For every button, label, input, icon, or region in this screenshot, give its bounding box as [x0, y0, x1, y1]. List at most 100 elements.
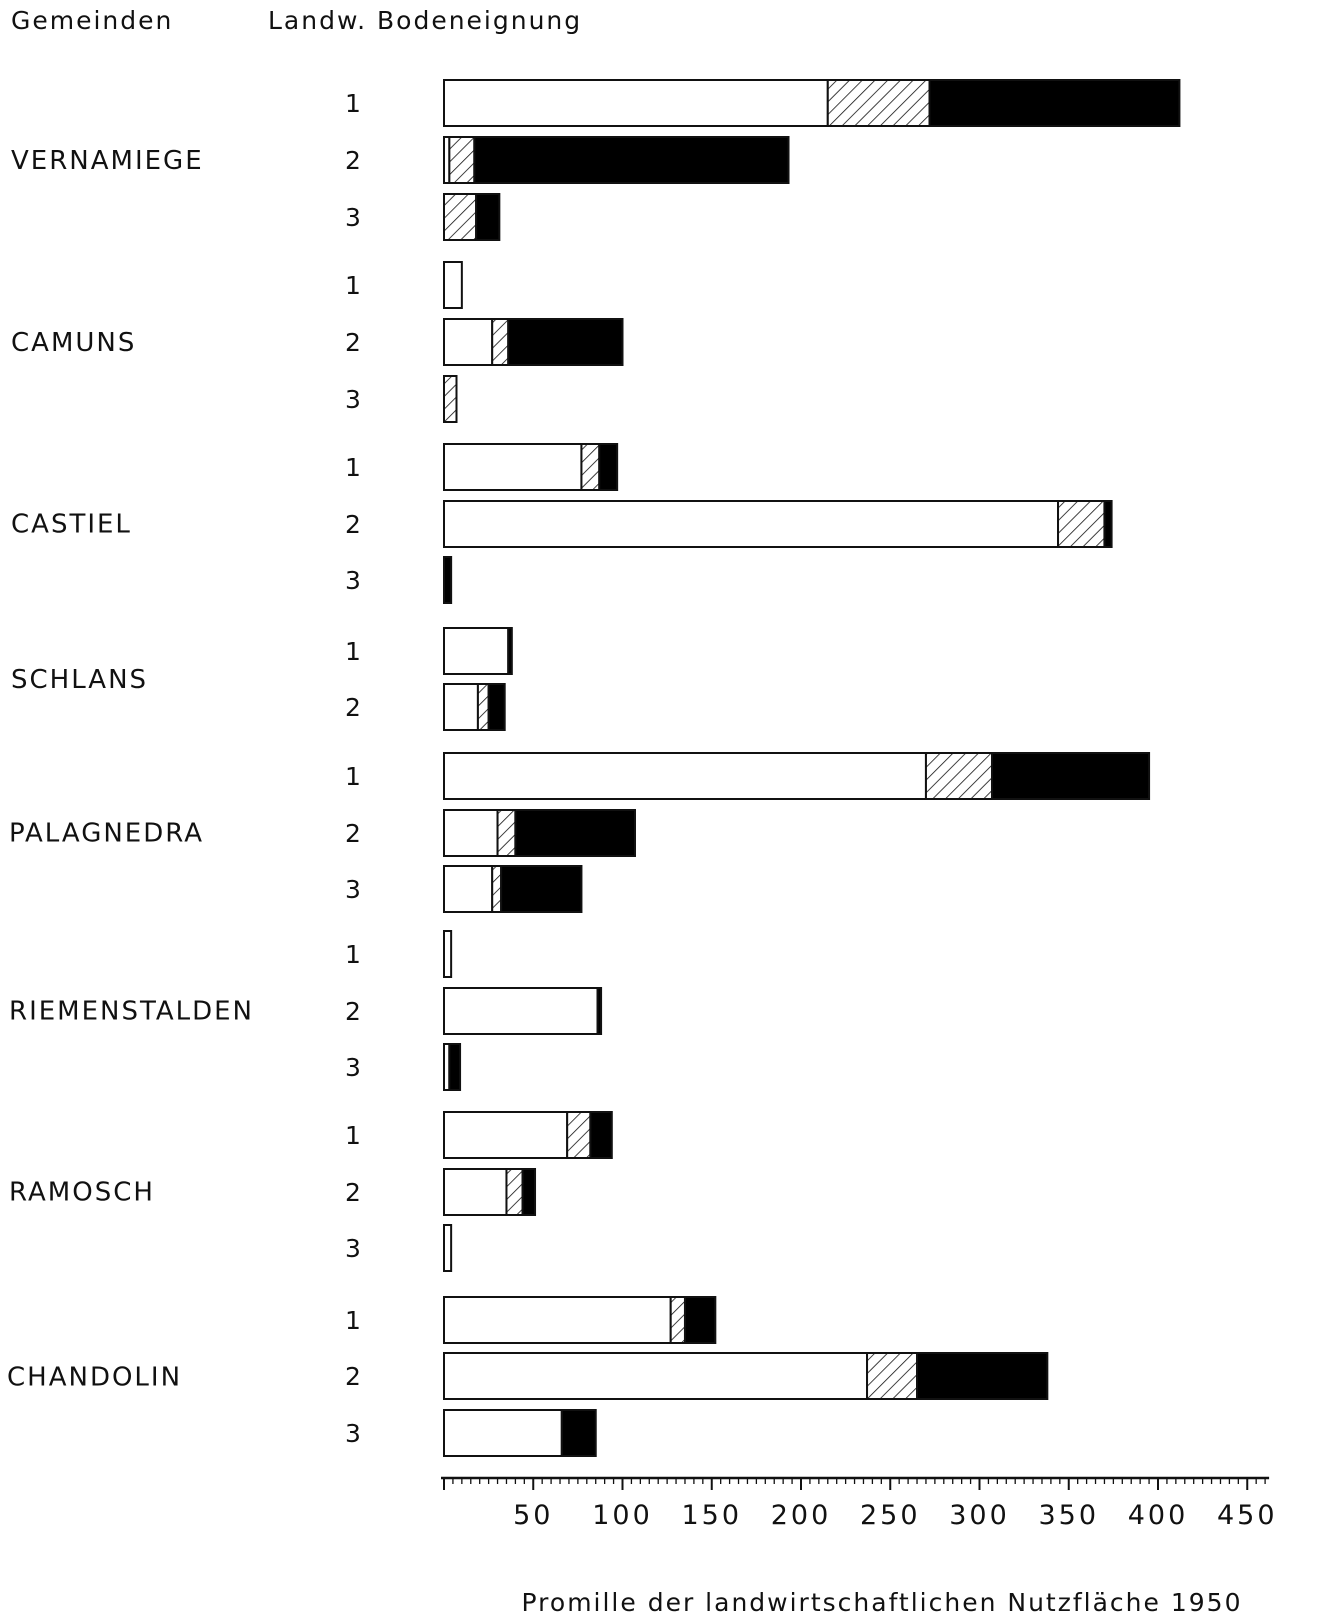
group-label-vernamiege: VERNAMIEGE [11, 146, 204, 176]
row-rank-label: 1 [345, 1121, 363, 1150]
row-rank-label: 2 [345, 819, 363, 848]
bar-segment-hatched [1057, 500, 1106, 548]
bar-segment-hatched [924, 752, 993, 800]
bar-row [443, 683, 506, 731]
bar-segment-hatched [566, 1111, 592, 1159]
bar-row [443, 261, 463, 309]
bar-segment-white [443, 1352, 869, 1400]
bar-segment-hatched [496, 809, 517, 857]
group-label-schlans: SCHLANS [11, 665, 148, 695]
bar-segment-hatched [443, 193, 478, 241]
row-rank-label: 1 [345, 762, 363, 791]
bar-segment-black [500, 865, 583, 913]
bar-segment-white [443, 1168, 508, 1216]
bar-row [443, 1224, 453, 1272]
bar-segment-hatched [448, 136, 476, 184]
x-tick-label: 350 [1038, 1500, 1099, 1531]
bar-row [443, 556, 453, 604]
bar-segment-white [443, 809, 499, 857]
bar-segment-black [683, 1296, 717, 1344]
row-rank-label: 3 [345, 1234, 363, 1263]
bar-segment-black [443, 556, 453, 604]
row-rank-label: 3 [345, 1419, 363, 1448]
bar-segment-hatched [580, 443, 601, 491]
bar-row [443, 752, 1151, 800]
bar-segment-black [560, 1409, 597, 1457]
row-rank-label: 1 [345, 940, 363, 969]
x-tick-label: 150 [681, 1500, 742, 1531]
row-rank-label: 1 [345, 271, 363, 300]
bar-segment-hatched [491, 865, 503, 913]
x-tick-label: 50 [513, 1500, 553, 1531]
group-label-palagnedra: PALAGNEDRA [9, 819, 204, 849]
bar-segment-hatched [866, 1352, 919, 1400]
x-tick-label: 300 [949, 1500, 1010, 1531]
bar-row [443, 1296, 717, 1344]
bar-segment-black [589, 1111, 613, 1159]
row-rank-label: 2 [345, 693, 363, 722]
bar-segment-white [443, 930, 453, 978]
bar-row [443, 375, 458, 423]
group-label-riemenstalden: RIEMENSTALDEN [9, 997, 254, 1027]
row-rank-label: 2 [345, 1178, 363, 1207]
header-bodeneignung: Landw. Bodeneignung [268, 6, 582, 35]
bar-segment-black [990, 752, 1151, 800]
bar-segment-white [443, 1409, 563, 1457]
bar-row [443, 318, 624, 366]
bar-segment-white [443, 1224, 453, 1272]
x-tick-label: 450 [1217, 1500, 1278, 1531]
bar-segment-black [514, 809, 636, 857]
row-rank-label: 3 [345, 875, 363, 904]
bar-segment-hatched [826, 79, 931, 127]
bar-segment-black [487, 683, 506, 731]
bar-segment-white [443, 627, 510, 675]
row-rank-label: 1 [345, 89, 363, 118]
bar-area [443, 79, 1181, 1457]
bar-row [443, 79, 1181, 127]
bar-segment-black [928, 79, 1181, 127]
bar-row [443, 193, 501, 241]
bar-segment-black [473, 136, 790, 184]
x-axis: 50 100 150 200 250 300 350 400 450 [441, 1476, 1278, 1531]
x-tick-label: 100 [592, 1500, 653, 1531]
row-rank-label: 2 [345, 997, 363, 1026]
bar-segment-black [475, 193, 501, 241]
bar-segment-hatched [505, 1168, 524, 1216]
bar-segment-white [443, 443, 583, 491]
group-label-ramosch: RAMOSCH [9, 1178, 155, 1208]
group-label-castiel: CASTIEL [11, 510, 132, 540]
x-tick-label: 400 [1128, 1500, 1189, 1531]
row-rank-label: 3 [345, 203, 363, 232]
bar-segment-white [443, 500, 1060, 548]
row-rank-label: 1 [345, 453, 363, 482]
bar-segment-black [448, 1043, 462, 1091]
row-rank-label: 2 [345, 510, 363, 539]
bar-segment-black [916, 1352, 1049, 1400]
group-label-chandolin: CHANDOLIN [7, 1363, 182, 1393]
bar-row [443, 1168, 537, 1216]
bar-segment-hatched [669, 1296, 686, 1344]
row-rank-label: 3 [345, 1053, 363, 1082]
header-gemeinden: Gemeinden [11, 6, 173, 35]
bar-segment-black [521, 1168, 537, 1216]
bar-segment-black [598, 443, 619, 491]
bar-segment-white [443, 752, 927, 800]
bar-segment-black [596, 987, 603, 1035]
bar-segment-white [443, 261, 463, 309]
bar-segment-white [443, 1111, 569, 1159]
bar-segment-white [443, 683, 479, 731]
bar-segment-hatched [491, 318, 510, 366]
bar-row [443, 1111, 613, 1159]
bar-row [443, 865, 583, 913]
bar-row [443, 930, 453, 978]
bar-segment-white [443, 865, 494, 913]
row-rank-label: 2 [345, 1362, 363, 1391]
bar-segment-black [507, 627, 513, 675]
bar-segment-white [443, 987, 599, 1035]
bar-row [443, 627, 513, 675]
bar-row [443, 987, 603, 1035]
bar-segment-hatched [476, 683, 490, 731]
row-rank-label: 2 [345, 328, 363, 357]
x-axis-label: Promille der landwirtschaftlichen Nutzfl… [522, 1588, 1243, 1617]
